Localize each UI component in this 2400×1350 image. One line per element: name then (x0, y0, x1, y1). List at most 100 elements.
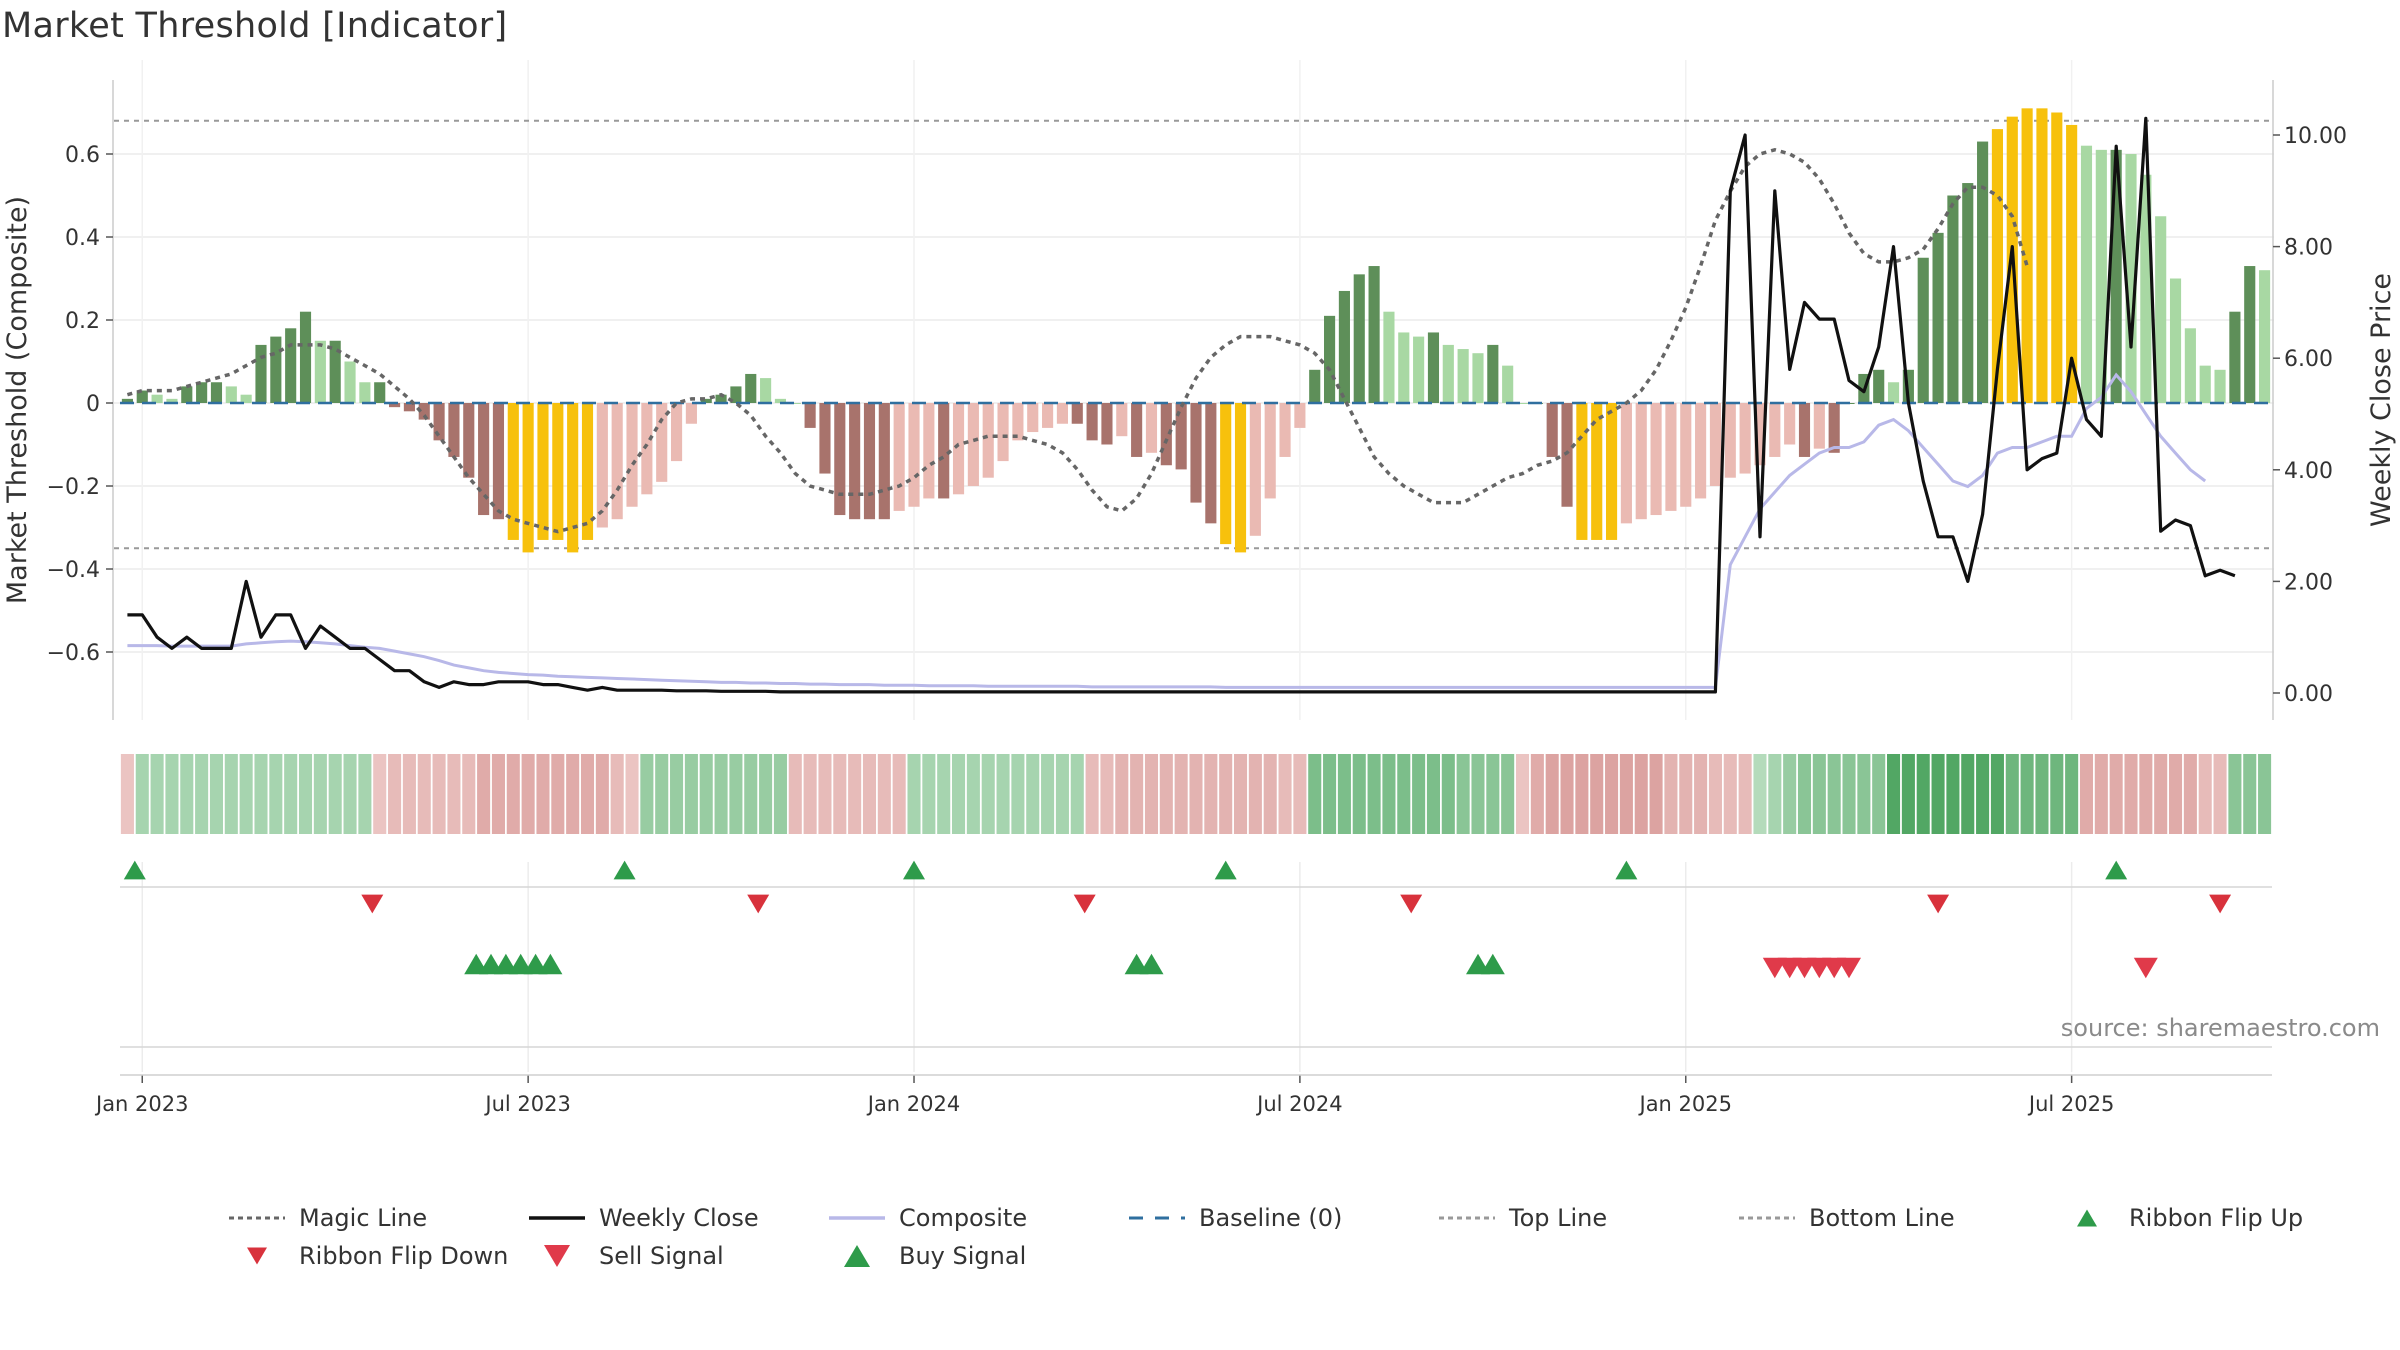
composite-bar (1398, 332, 1410, 403)
ribbon-cell (1679, 754, 1693, 834)
ribbon-cell (1367, 754, 1381, 834)
x-tick-label: Jan 2023 (94, 1092, 189, 1116)
composite-bar (1977, 141, 1989, 404)
ribbon-cell (1174, 754, 1188, 834)
ribbon-cell (1619, 754, 1633, 834)
ribbon-cell (1486, 754, 1500, 834)
composite-bar (1205, 403, 1217, 524)
composite-bar (1873, 369, 1885, 403)
composite-bar (1887, 382, 1900, 403)
ribbon-cell (2169, 754, 2183, 834)
ribbon-cell (1842, 754, 1856, 834)
ribbon-cell (803, 754, 817, 834)
ribbon-cell (1115, 754, 1129, 834)
ribbon-cell (1649, 754, 1663, 834)
ribbon-cell (610, 754, 624, 834)
ribbon-flip-up-marker (903, 860, 925, 880)
y-left-tick-label: −0.4 (47, 558, 100, 583)
x-tick-label: Jul 2023 (483, 1092, 570, 1116)
ribbon-cell (862, 754, 877, 834)
legend-item: Top Line (1435, 1203, 1607, 1233)
legend-symbol (544, 1244, 570, 1268)
composite-bar (2110, 149, 2122, 403)
ribbon-cell (907, 754, 921, 834)
composite-bar (1264, 403, 1276, 499)
axes: 0.6 0.4 0.2 0 −0.2 −0.4 −0.6 10.00 8.00 6.00 4.00 2… (47, 80, 2347, 1116)
composite-bar (1383, 311, 1395, 403)
composite-bar (121, 398, 133, 403)
composite-bar (2140, 174, 2152, 403)
composite-bar (611, 403, 623, 520)
legend-item: Ribbon Flip Up (2055, 1203, 2303, 1233)
composite-bar (849, 403, 861, 520)
ribbon-flip-up-marker (2105, 860, 2128, 880)
ribbon-cell (640, 754, 654, 834)
legend-label: Buy Signal (899, 1242, 1027, 1270)
ribbon-cell (729, 754, 743, 834)
composite-bar (1042, 403, 1054, 428)
composite-bar (1027, 403, 1039, 433)
ribbon-cell (1634, 754, 1648, 834)
legend-label: Top Line (1509, 1204, 1608, 1232)
composite-bar (745, 373, 757, 403)
ribbon-cell (388, 754, 402, 834)
composite-bars (121, 108, 2271, 553)
ribbon-cell (818, 754, 832, 834)
ribbon-cell (150, 754, 164, 834)
ribbon-cell (506, 754, 520, 834)
composite-bar (1101, 403, 1113, 445)
ribbon-cell (714, 754, 728, 834)
ribbon-cell (2258, 754, 2272, 834)
ribbon-cell (2005, 754, 2019, 834)
legend-label: Sell Signal (599, 1242, 724, 1270)
ribbon-cell (1545, 754, 1559, 834)
x-tick-label: Jul 2025 (2027, 1092, 2114, 1116)
legend-item: Baseline (0) (1125, 1203, 1342, 1233)
ribbon-cell (1323, 754, 1337, 834)
composite-bar (938, 403, 950, 499)
composite-bar (196, 382, 208, 403)
ribbon-cell (1827, 754, 1841, 834)
composite-bar (1635, 403, 1647, 520)
ribbon-flip-down-marker (2209, 894, 2232, 914)
ribbon-cell (1872, 754, 1886, 834)
legend-item: Buy Signal (825, 1241, 1026, 1271)
composite-bar (1071, 403, 1083, 424)
composite-bar (967, 403, 979, 486)
ribbon-cell (447, 754, 461, 834)
composite-bar (403, 403, 415, 412)
y-left-tick-label: −0.2 (47, 475, 100, 500)
composite-bar (700, 398, 712, 403)
ribbon-cell (566, 754, 580, 834)
ribbon-cell (1590, 754, 1604, 834)
ribbon-cell (1085, 754, 1099, 834)
ribbon-cell (2198, 754, 2212, 834)
legend-label: Baseline (0) (1199, 1204, 1343, 1232)
composite-bar (1769, 403, 1781, 457)
ribbon-flip-up-marker (1214, 860, 1237, 880)
composite-bar (151, 394, 163, 403)
ribbon-cell (1605, 754, 1619, 834)
ribbon-cell (1723, 754, 1737, 834)
composite-bar (522, 403, 534, 553)
composite-bar (285, 328, 297, 403)
composite-bar (1754, 403, 1766, 466)
legend-label: Weekly Close (599, 1204, 759, 1232)
ribbon-cell (120, 754, 134, 834)
composite-bar (863, 403, 876, 520)
composite-bar (2021, 108, 2033, 403)
legend-symbol (1439, 1216, 1495, 1220)
composite-bar (1947, 195, 1959, 403)
composite-bar (1427, 332, 1440, 403)
ribbon-cell (1159, 754, 1173, 834)
composite-bar (166, 398, 178, 403)
ribbon-cell (759, 754, 773, 834)
composite-bar (789, 403, 801, 404)
buy-signal-marker (1139, 953, 1164, 975)
legend-label: Bottom Line (1809, 1204, 1955, 1232)
x-tick-label: Jan 2025 (1638, 1092, 1733, 1116)
ribbon-cell (180, 754, 194, 834)
ribbon-cell (135, 754, 149, 834)
composite-bar (210, 382, 223, 403)
